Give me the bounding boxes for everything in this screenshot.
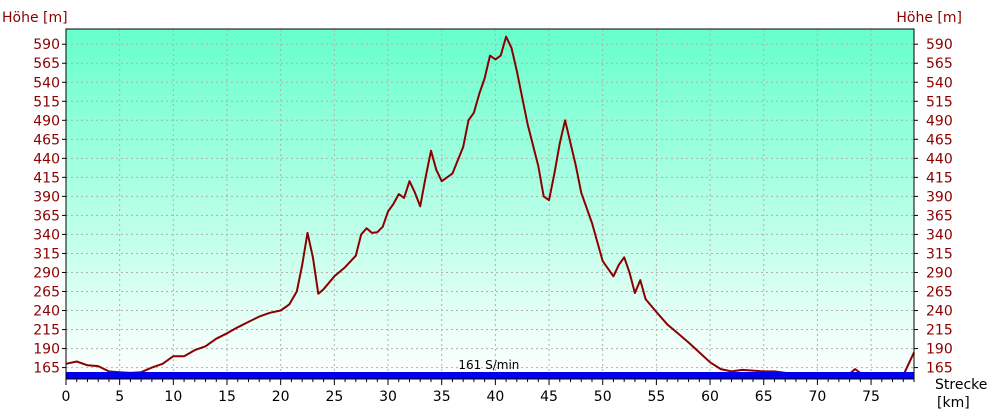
x-axis-unit: [km] bbox=[937, 395, 970, 411]
y-tick-label-left: 290 bbox=[33, 265, 60, 281]
y-tick-label-right: 465 bbox=[926, 132, 953, 148]
x-tick-label: 65 bbox=[755, 389, 773, 405]
y-tick-label-left: 165 bbox=[33, 361, 60, 377]
x-tick-label: 15 bbox=[218, 389, 236, 405]
y-tick-label-left: 190 bbox=[33, 342, 60, 358]
y-tick-label-left: 490 bbox=[33, 113, 60, 129]
y-tick-label-left: 340 bbox=[33, 227, 60, 243]
speed-bar bbox=[66, 372, 914, 379]
y-tick-label-right: 540 bbox=[926, 75, 953, 91]
x-tick-label: 35 bbox=[433, 389, 451, 405]
grid-lines bbox=[66, 29, 914, 372]
y-tick-label-right: 365 bbox=[926, 208, 953, 224]
y-tick-label-right: 190 bbox=[926, 342, 953, 358]
x-tick-label: 55 bbox=[647, 389, 665, 405]
x-tick-label: 0 bbox=[62, 389, 71, 405]
y-tick-label-right: 415 bbox=[926, 170, 953, 186]
plot-background bbox=[66, 29, 914, 379]
y-tick-label-left: 365 bbox=[33, 208, 60, 224]
x-tick-label: 20 bbox=[272, 389, 290, 405]
y-tick-label-left: 590 bbox=[33, 37, 60, 53]
y-tick-label-left: 315 bbox=[33, 246, 60, 262]
y-tick-label-right: 165 bbox=[926, 361, 953, 377]
y-tick-label-right: 440 bbox=[926, 151, 953, 167]
x-tick-label: 75 bbox=[862, 389, 880, 405]
y-tick-label-left: 465 bbox=[33, 132, 60, 148]
speed-label: 161 S/min bbox=[458, 358, 519, 372]
x-tick-label: 40 bbox=[486, 389, 504, 405]
right-y-axis: 165 190 215 240 265 290 315 340 365 390 415 440 465 4… bbox=[914, 37, 953, 377]
x-tick-label: 30 bbox=[379, 389, 397, 405]
y-tick-label-left: 265 bbox=[33, 285, 60, 301]
y-tick-label-left: 540 bbox=[33, 75, 60, 91]
y-tick-label-left: 390 bbox=[33, 189, 60, 205]
x-tick-label: 70 bbox=[808, 389, 826, 405]
y-tick-label-left: 565 bbox=[33, 56, 60, 72]
y-tick-label-right: 390 bbox=[926, 189, 953, 205]
y-tick-label-right: 490 bbox=[926, 113, 953, 129]
x-tick-label: 60 bbox=[701, 389, 719, 405]
x-axis: 0 5 10 15 20 25 30 35 40 45 50 55 60 65 70 75 bbox=[62, 379, 915, 405]
y-tick-label-left: 515 bbox=[33, 94, 60, 110]
y-tick-label-left: 415 bbox=[33, 170, 60, 186]
y-tick-label-right: 290 bbox=[926, 265, 953, 281]
x-tick-label: 5 bbox=[115, 389, 124, 405]
y-tick-label-right: 565 bbox=[926, 56, 953, 72]
y-tick-label-right: 215 bbox=[926, 323, 953, 339]
y-tick-label-right: 340 bbox=[926, 227, 953, 243]
x-tick-label: 45 bbox=[540, 389, 558, 405]
y-axis-title-left: Höhe [m] bbox=[2, 10, 68, 26]
y-tick-label-right: 265 bbox=[926, 285, 953, 301]
y-tick-label-right: 515 bbox=[926, 94, 953, 110]
x-axis-title: Strecke bbox=[935, 377, 987, 393]
x-tick-label: 10 bbox=[164, 389, 182, 405]
y-tick-label-right: 315 bbox=[926, 246, 953, 262]
y-tick-label-right: 240 bbox=[926, 304, 953, 320]
plot-frame bbox=[65, 28, 915, 380]
x-tick-label: 50 bbox=[594, 389, 612, 405]
left-y-axis: 165 190 215 240 265 290 315 340 365 390 415 440 465 4… bbox=[33, 37, 66, 377]
x-tick-label: 25 bbox=[325, 389, 343, 405]
y-tick-label-right: 590 bbox=[926, 37, 953, 53]
elevation-profile-line bbox=[65, 35, 915, 377]
y-tick-label-left: 440 bbox=[33, 151, 60, 167]
y-axis-title-right: Höhe [m] bbox=[896, 10, 962, 26]
y-tick-label-left: 240 bbox=[33, 304, 60, 320]
y-tick-label-left: 215 bbox=[33, 323, 60, 339]
